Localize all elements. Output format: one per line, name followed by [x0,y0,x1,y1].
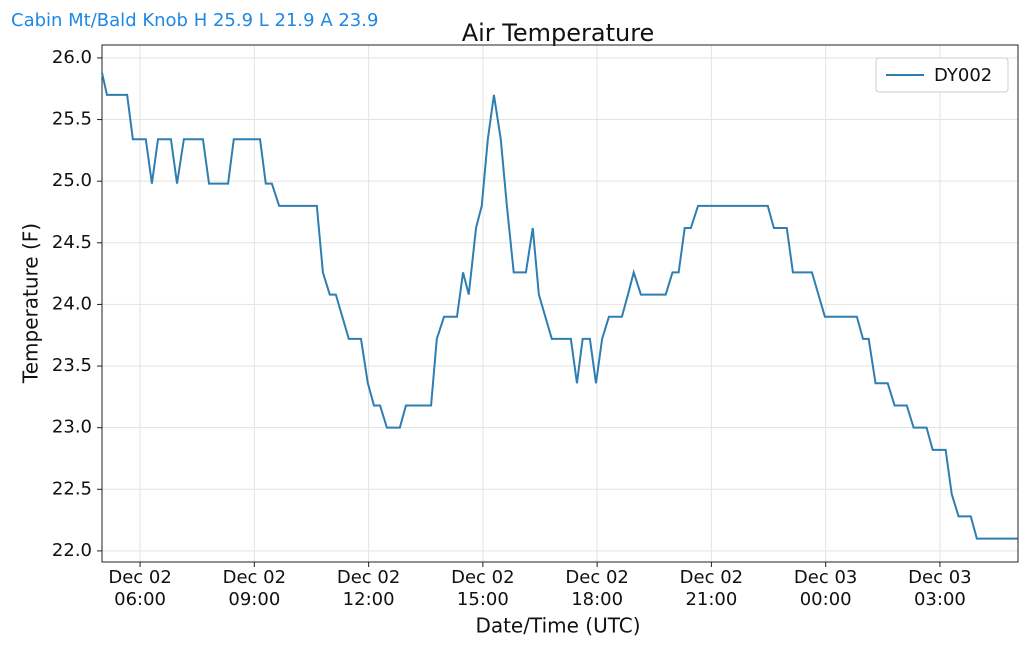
x-tick-label: Dec 02 15:00 [451,567,515,610]
legend-box [875,57,1009,93]
x-tick-label: Dec 02 06:00 [108,567,172,610]
x-axis-label: Date/Time (UTC) [475,614,640,638]
legend-label: DY002 [934,65,992,86]
y-tick-label: 22.0 [52,540,92,561]
y-tick-label: 23.0 [52,417,92,438]
x-tick-label: Dec 02 12:00 [336,567,401,610]
x-tick-label: Dec 02 09:00 [222,567,287,610]
y-tick-label: 26.0 [52,47,92,68]
station-header: Cabin Mt/Bald Knob H 25.9 L 21.9 A 23.9 [11,10,379,31]
y-tick-label: 25.0 [52,170,92,191]
plot-frame [101,44,1019,563]
y-axis-label: Temperature (F) [19,223,43,384]
x-tick-label: Dec 02 18:00 [565,567,629,610]
y-tick-label: 23.5 [52,355,92,376]
x-tick-label: Dec 02 21:00 [679,567,744,610]
y-tick-label: 22.5 [52,478,92,499]
x-tick-label: Dec 03 00:00 [793,567,858,610]
y-tick-label: 25.5 [52,109,92,130]
y-tick-label: 24.5 [52,232,92,253]
x-tick-label: Dec 03 03:00 [908,567,972,610]
y-tick-label: 24.0 [52,293,92,314]
data-line [101,72,1018,540]
chart-title: Air Temperature [462,19,655,47]
